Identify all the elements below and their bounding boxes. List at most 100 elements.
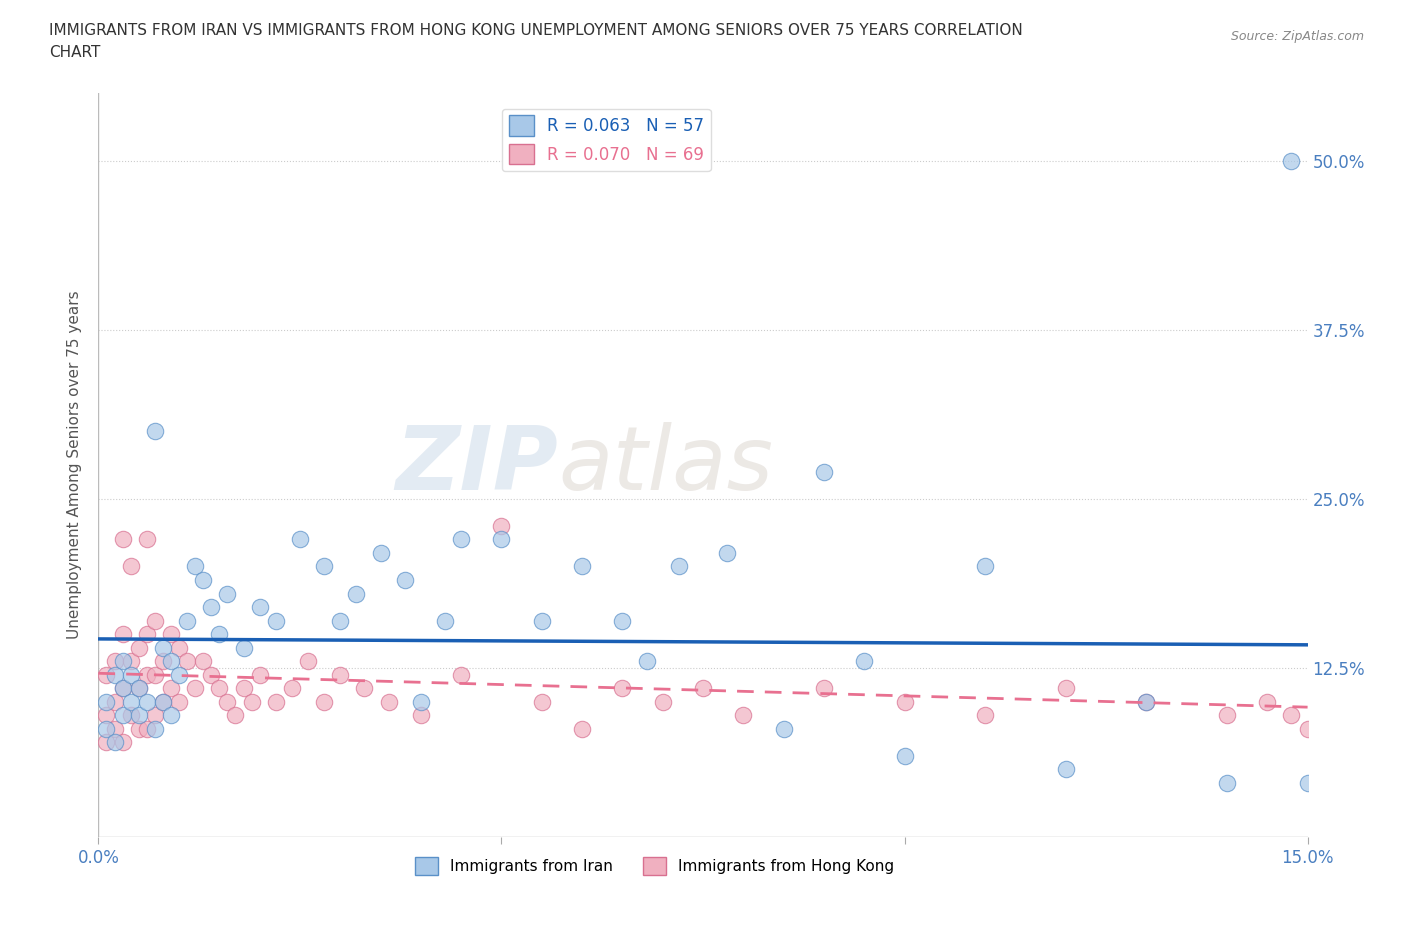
Point bbox=[1337, 776, 1360, 790]
Point bbox=[1281, 153, 1303, 168]
Point bbox=[893, 695, 915, 710]
Point bbox=[733, 708, 755, 723]
Point bbox=[772, 722, 794, 737]
Y-axis label: Unemployment Among Seniors over 75 years: Unemployment Among Seniors over 75 years bbox=[67, 291, 83, 639]
Point bbox=[111, 654, 134, 669]
Point bbox=[200, 600, 222, 615]
Point bbox=[394, 573, 416, 588]
Point bbox=[1216, 708, 1239, 723]
Point bbox=[111, 532, 134, 547]
Point bbox=[232, 681, 254, 696]
Point bbox=[314, 559, 336, 574]
Point bbox=[813, 464, 835, 479]
Point bbox=[974, 708, 997, 723]
Point bbox=[1337, 681, 1360, 696]
Point bbox=[160, 681, 183, 696]
Point bbox=[184, 681, 207, 696]
Point bbox=[96, 722, 118, 737]
Point bbox=[1329, 789, 1351, 804]
Point bbox=[103, 735, 125, 750]
Point bbox=[96, 708, 118, 723]
Point bbox=[135, 695, 157, 710]
Point bbox=[208, 627, 231, 642]
Point bbox=[128, 640, 150, 655]
Point bbox=[651, 695, 673, 710]
Point bbox=[264, 695, 287, 710]
Point bbox=[370, 546, 392, 561]
Point bbox=[128, 708, 150, 723]
Point bbox=[281, 681, 304, 696]
Point bbox=[224, 708, 246, 723]
Point bbox=[111, 681, 134, 696]
Point bbox=[491, 518, 513, 533]
Point bbox=[1281, 708, 1303, 723]
Point bbox=[1135, 695, 1157, 710]
Point bbox=[314, 695, 336, 710]
Point bbox=[111, 708, 134, 723]
Point bbox=[167, 640, 190, 655]
Point bbox=[120, 654, 142, 669]
Point bbox=[716, 546, 738, 561]
Point bbox=[128, 722, 150, 737]
Point bbox=[264, 613, 287, 628]
Point bbox=[111, 627, 134, 642]
Point bbox=[409, 695, 432, 710]
Point bbox=[103, 695, 125, 710]
Point bbox=[176, 613, 198, 628]
Text: Source: ZipAtlas.com: Source: ZipAtlas.com bbox=[1230, 30, 1364, 43]
Point bbox=[1296, 776, 1319, 790]
Point bbox=[636, 654, 658, 669]
Point bbox=[612, 613, 634, 628]
Point bbox=[143, 722, 166, 737]
Point bbox=[135, 722, 157, 737]
Point bbox=[491, 532, 513, 547]
Point bbox=[176, 654, 198, 669]
Point bbox=[128, 681, 150, 696]
Point bbox=[152, 695, 174, 710]
Point bbox=[1312, 681, 1334, 696]
Point bbox=[450, 667, 472, 682]
Point bbox=[217, 586, 239, 601]
Point bbox=[288, 532, 311, 547]
Point bbox=[1216, 776, 1239, 790]
Point bbox=[103, 667, 125, 682]
Point bbox=[409, 708, 432, 723]
Point bbox=[120, 708, 142, 723]
Point bbox=[111, 681, 134, 696]
Point bbox=[135, 627, 157, 642]
Point bbox=[571, 722, 593, 737]
Point bbox=[571, 559, 593, 574]
Point bbox=[1344, 695, 1367, 710]
Point bbox=[152, 654, 174, 669]
Point bbox=[160, 654, 183, 669]
Point bbox=[1256, 695, 1278, 710]
Point bbox=[1312, 681, 1334, 696]
Point bbox=[377, 695, 399, 710]
Point bbox=[143, 613, 166, 628]
Text: CHART: CHART bbox=[49, 45, 101, 60]
Point bbox=[184, 559, 207, 574]
Point bbox=[668, 559, 690, 574]
Point bbox=[240, 695, 263, 710]
Point bbox=[249, 600, 271, 615]
Point bbox=[530, 695, 553, 710]
Point bbox=[232, 640, 254, 655]
Point bbox=[103, 722, 125, 737]
Point bbox=[135, 667, 157, 682]
Point bbox=[143, 424, 166, 439]
Text: atlas: atlas bbox=[558, 422, 773, 508]
Point bbox=[974, 559, 997, 574]
Point bbox=[1054, 681, 1077, 696]
Point bbox=[853, 654, 876, 669]
Point bbox=[450, 532, 472, 547]
Point bbox=[200, 667, 222, 682]
Point bbox=[1296, 722, 1319, 737]
Point bbox=[1320, 695, 1343, 710]
Point bbox=[193, 654, 215, 669]
Point bbox=[692, 681, 714, 696]
Point bbox=[167, 695, 190, 710]
Point bbox=[96, 667, 118, 682]
Point bbox=[217, 695, 239, 710]
Point bbox=[249, 667, 271, 682]
Point bbox=[612, 681, 634, 696]
